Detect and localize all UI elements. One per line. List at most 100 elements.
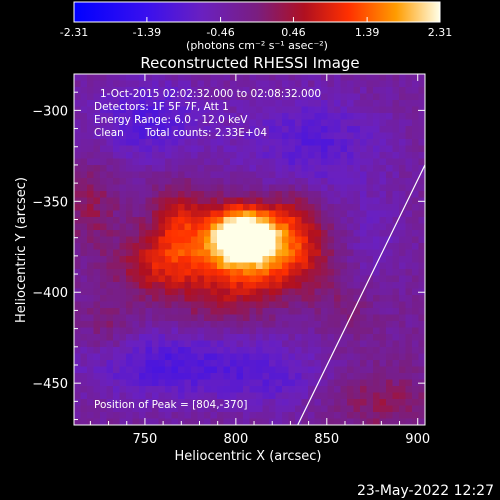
heatmap-cell bbox=[106, 74, 114, 82]
heatmap-cell bbox=[347, 217, 355, 225]
heatmap-cell bbox=[93, 236, 101, 244]
heatmap-cell bbox=[184, 100, 192, 108]
heatmap-cell bbox=[386, 262, 394, 270]
heatmap-cell bbox=[93, 321, 101, 329]
heatmap-cell bbox=[184, 178, 192, 186]
heatmap-cell bbox=[197, 113, 205, 121]
heatmap-cell bbox=[210, 314, 218, 322]
heatmap-cell bbox=[288, 178, 296, 186]
heatmap-cell bbox=[392, 282, 400, 290]
heatmap-cell bbox=[399, 262, 407, 270]
heatmap-cell bbox=[119, 386, 127, 394]
heatmap-cell bbox=[171, 347, 179, 355]
heatmap-cell bbox=[93, 197, 101, 205]
heatmap-cell bbox=[412, 74, 420, 82]
heatmap-cell bbox=[113, 152, 121, 160]
heatmap-cell bbox=[178, 379, 186, 387]
heatmap-cell bbox=[301, 360, 309, 368]
heatmap-cell bbox=[139, 74, 147, 82]
heatmap-cell bbox=[249, 119, 257, 127]
heatmap-cell bbox=[165, 191, 173, 199]
heatmap-cell bbox=[178, 184, 186, 192]
heatmap-cell bbox=[243, 256, 251, 264]
heatmap-cell bbox=[210, 256, 218, 264]
heatmap-cell bbox=[282, 353, 290, 361]
heatmap-cell bbox=[243, 236, 251, 244]
heatmap-cell bbox=[288, 158, 296, 166]
heatmap-cell bbox=[243, 249, 251, 257]
heatmap-cell bbox=[399, 340, 407, 348]
heatmap-cell bbox=[217, 145, 225, 153]
heatmap-cell bbox=[256, 191, 264, 199]
heatmap-cell bbox=[327, 392, 335, 400]
heatmap-cell bbox=[386, 327, 394, 335]
heatmap-cell bbox=[93, 347, 101, 355]
heatmap-cell bbox=[236, 340, 244, 348]
heatmap-cell bbox=[87, 373, 95, 381]
heatmap-cell bbox=[184, 308, 192, 316]
heatmap-cell bbox=[321, 269, 329, 277]
heatmap-cell bbox=[373, 321, 381, 329]
heatmap-cell bbox=[379, 74, 387, 82]
heatmap-cell bbox=[243, 152, 251, 160]
heatmap-cell bbox=[106, 113, 114, 121]
heatmap-cell bbox=[347, 295, 355, 303]
heatmap-cell bbox=[210, 210, 218, 218]
heatmap-cell bbox=[373, 171, 381, 179]
heatmap-cell bbox=[314, 74, 322, 82]
heatmap-cell bbox=[145, 256, 153, 264]
heatmap-cell bbox=[158, 308, 166, 316]
heatmap-cell bbox=[334, 132, 342, 140]
heatmap-cell bbox=[230, 340, 238, 348]
heatmap-cell bbox=[230, 126, 238, 134]
heatmap-cell bbox=[132, 191, 140, 199]
heatmap-cell bbox=[132, 197, 140, 205]
heatmap-cell bbox=[210, 145, 218, 153]
heatmap-cell bbox=[386, 113, 394, 121]
heatmap-cell bbox=[321, 171, 329, 179]
heatmap-cell bbox=[230, 178, 238, 186]
heatmap-cell bbox=[275, 126, 283, 134]
heatmap-cell bbox=[256, 262, 264, 270]
heatmap-cell bbox=[139, 113, 147, 121]
heatmap-cell bbox=[392, 100, 400, 108]
heatmap-cell bbox=[399, 353, 407, 361]
heatmap-cell bbox=[145, 366, 153, 374]
heatmap-cell bbox=[373, 412, 381, 420]
heatmap-cell bbox=[87, 249, 95, 257]
heatmap-cell bbox=[223, 386, 231, 394]
heatmap-cell bbox=[399, 158, 407, 166]
heatmap-cell bbox=[256, 275, 264, 283]
heatmap-cell bbox=[113, 100, 121, 108]
heatmap-cell bbox=[353, 340, 361, 348]
heatmap-cell bbox=[256, 204, 264, 212]
heatmap-cell bbox=[366, 295, 374, 303]
heatmap-cell bbox=[93, 191, 101, 199]
heatmap-cell bbox=[204, 139, 212, 147]
heatmap-cell bbox=[74, 113, 82, 121]
heatmap-cell bbox=[386, 223, 394, 231]
heatmap-cell bbox=[74, 126, 82, 134]
heatmap-cell bbox=[243, 379, 251, 387]
heatmap-cell bbox=[87, 327, 95, 335]
heatmap-cell bbox=[262, 210, 270, 218]
heatmap-cell bbox=[184, 126, 192, 134]
heatmap-cell bbox=[223, 269, 231, 277]
heatmap-cell bbox=[334, 93, 342, 101]
heatmap-cell bbox=[275, 275, 283, 283]
heatmap-cell bbox=[308, 262, 316, 270]
heatmap-cell bbox=[126, 340, 134, 348]
heatmap-cell bbox=[191, 249, 199, 257]
heatmap-cell bbox=[126, 210, 134, 218]
heatmap-cell bbox=[392, 145, 400, 153]
heatmap-cell bbox=[152, 191, 160, 199]
heatmap-cell bbox=[360, 152, 368, 160]
heatmap-cell bbox=[171, 360, 179, 368]
heatmap-cell bbox=[210, 217, 218, 225]
heatmap-cell bbox=[106, 295, 114, 303]
heatmap-cell bbox=[145, 132, 153, 140]
heatmap-cell bbox=[126, 158, 134, 166]
heatmap-cell bbox=[119, 373, 127, 381]
heatmap-cell bbox=[321, 204, 329, 212]
heatmap-cell bbox=[282, 210, 290, 218]
